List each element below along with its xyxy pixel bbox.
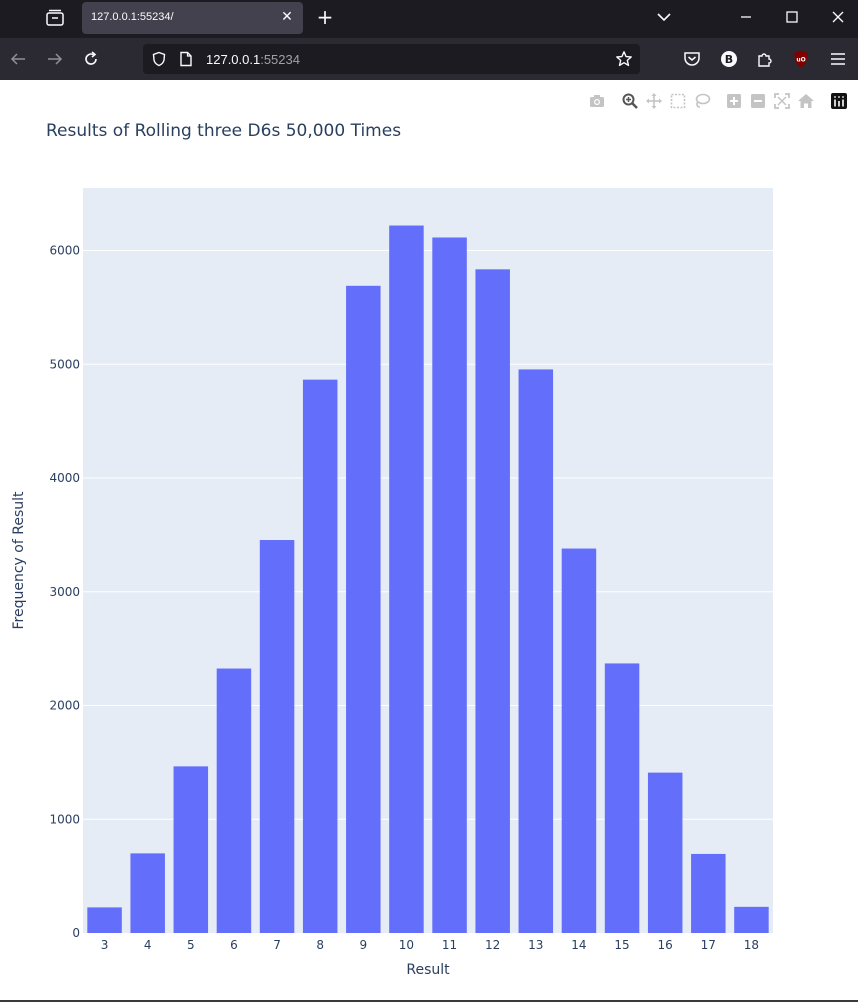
extension-b-icon[interactable]: B	[719, 49, 739, 69]
y-tick-label: 5000	[49, 357, 80, 371]
back-icon[interactable]	[8, 49, 28, 69]
x-tick-label: 10	[399, 938, 414, 952]
y-tick-label: 0	[72, 926, 80, 940]
menu-icon[interactable]	[828, 49, 848, 69]
x-tick-label: 6	[230, 938, 238, 952]
bar-17[interactable]	[691, 853, 726, 933]
y-tick-label: 1000	[49, 812, 80, 826]
svg-text:B: B	[725, 53, 733, 66]
y-tick-label: 3000	[49, 585, 80, 599]
bar-18[interactable]	[734, 906, 769, 933]
zoom-out-icon[interactable]	[749, 92, 767, 110]
tab-title: 127.0.0.1:55234/	[91, 11, 174, 23]
x-axis-ticks: 3 4 5 6 7 8 9 10 11 12 13 14 15 16 17 18	[101, 938, 759, 952]
ublock-icon[interactable]: uO	[791, 49, 811, 69]
bar-16[interactable]	[647, 772, 683, 933]
bar-13[interactable]	[518, 369, 554, 933]
active-tab[interactable]: 127.0.0.1:55234/ ✕	[82, 2, 303, 34]
plotly-logo-icon[interactable]	[830, 92, 848, 110]
autoscale-icon[interactable]	[773, 92, 791, 110]
x-tick-label: 17	[701, 938, 716, 952]
bar-14[interactable]	[561, 548, 597, 933]
bar-6[interactable]	[216, 668, 252, 933]
x-axis-title: Result	[406, 962, 450, 978]
x-tick-label: 12	[485, 938, 500, 952]
pocket-icon[interactable]	[682, 49, 702, 69]
bar-5[interactable]	[173, 766, 209, 933]
x-tick-label: 14	[571, 938, 586, 952]
navigation-bar: 127.0.0.1:55234 B uO	[0, 38, 858, 80]
pan-icon[interactable]	[645, 92, 663, 110]
bars	[87, 225, 769, 933]
new-tab-button[interactable]: +	[316, 5, 334, 29]
x-tick-label: 8	[316, 938, 324, 952]
y-tick-label: 6000	[49, 244, 80, 258]
x-tick-label: 5	[187, 938, 195, 952]
page-icon	[180, 51, 192, 67]
y-tick-label: 2000	[49, 699, 80, 713]
zoom-in-icon[interactable]	[725, 92, 743, 110]
url-text[interactable]: 127.0.0.1:55234	[206, 52, 300, 67]
tab-list-chevron-icon[interactable]	[650, 6, 678, 28]
minimize-icon[interactable]	[732, 6, 760, 28]
x-tick-label: 15	[614, 938, 629, 952]
chart-title: Results of Rolling three D6s 50,000 Time…	[46, 121, 402, 141]
bar-8[interactable]	[302, 379, 338, 933]
bar-3[interactable]	[87, 907, 122, 933]
reset-axes-home-icon[interactable]	[797, 92, 815, 110]
zoom-icon[interactable]	[621, 92, 639, 110]
y-axis-ticks: 0 1000 2000 3000 4000 5000 6000	[49, 244, 80, 940]
bar-10[interactable]	[389, 225, 424, 933]
svg-text:uO: uO	[796, 57, 805, 64]
extensions-puzzle-icon[interactable]	[755, 49, 775, 69]
window-bottom-border	[0, 1000, 858, 1002]
bar-11[interactable]	[432, 237, 467, 933]
camera-icon[interactable]	[588, 92, 606, 110]
bookmark-star-icon[interactable]	[615, 50, 633, 68]
gridlines	[83, 250, 773, 820]
tab-overview-icon[interactable]	[44, 8, 66, 28]
x-tick-label: 4	[144, 938, 152, 952]
url-bar[interactable]: 127.0.0.1:55234	[143, 44, 640, 74]
y-axis-title: Frequency of Result	[11, 491, 27, 629]
y-tick-label: 4000	[49, 471, 80, 485]
url-port: :55234	[260, 52, 300, 67]
x-tick-label: 13	[528, 938, 543, 952]
bar-15[interactable]	[604, 663, 640, 933]
maximize-icon[interactable]	[778, 6, 806, 28]
x-tick-label: 11	[442, 938, 457, 952]
x-tick-label: 7	[273, 938, 281, 952]
forward-icon[interactable]	[45, 49, 65, 69]
shield-icon[interactable]	[151, 51, 167, 67]
x-tick-label: 9	[359, 938, 367, 952]
x-tick-label: 18	[744, 938, 759, 952]
x-tick-label: 3	[101, 938, 109, 952]
bar-4[interactable]	[130, 853, 165, 933]
box-select-icon[interactable]	[669, 92, 687, 110]
bar-12[interactable]	[475, 269, 510, 933]
x-tick-label: 16	[658, 938, 673, 952]
tab-close-icon[interactable]: ✕	[281, 9, 293, 25]
lasso-select-icon[interactable]	[693, 92, 711, 110]
close-window-icon[interactable]	[824, 6, 852, 28]
url-host: 127.0.0.1	[206, 52, 261, 67]
bar-7[interactable]	[259, 540, 295, 933]
reload-icon[interactable]	[81, 49, 101, 69]
bar-9[interactable]	[346, 285, 381, 933]
tab-bar: 127.0.0.1:55234/ ✕ +	[0, 0, 858, 38]
bar-chart: 0 1000 2000 3000 4000 5000 6000 3 4 5 6 7 8 9 10 11 12 1…	[11, 188, 773, 978]
